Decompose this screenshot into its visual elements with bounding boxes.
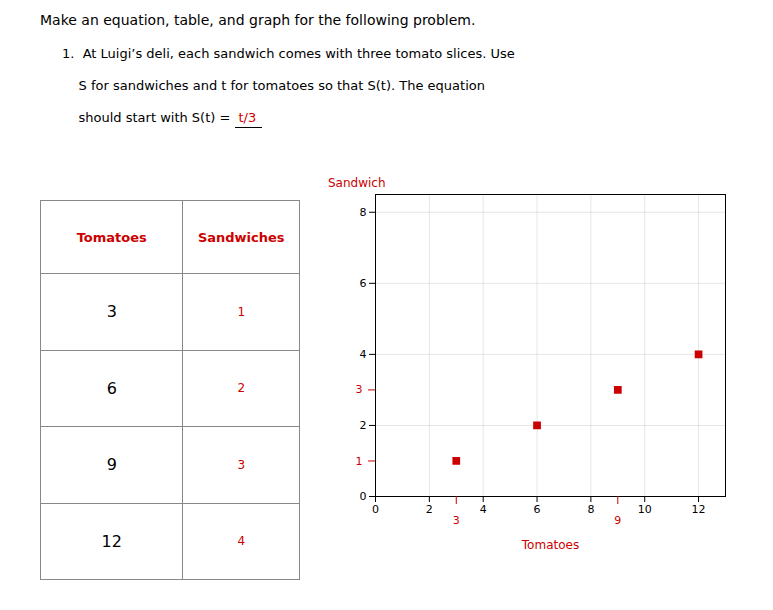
html-text:should start with S(t) = t/3: should start with S(t) = t/3: [62, 110, 257, 125]
svg-text:6: 6: [360, 277, 367, 290]
svg-text:4: 4: [360, 348, 367, 361]
svg-text:3: 3: [356, 383, 363, 396]
svg-text:0: 0: [360, 490, 367, 503]
html-text:12: 12: [101, 531, 122, 551]
svg-text:Tomatoes: Tomatoes: [521, 538, 579, 552]
svg-text:6: 6: [534, 503, 541, 516]
svg-text:2: 2: [360, 419, 367, 432]
html-text:S for sandwiches and t for tom: S for sandwiches and t for tomatoes so t…: [62, 78, 485, 93]
svg-text:8: 8: [587, 503, 594, 516]
html-text:Sandwiches: Sandwiches: [197, 229, 285, 245]
html-text:9: 9: [106, 455, 117, 475]
svg-text:1: 1: [356, 454, 363, 467]
html-text:6: 6: [106, 378, 117, 398]
html-text:2: 2: [237, 381, 245, 396]
svg-text:4: 4: [480, 503, 487, 516]
svg-text:2: 2: [426, 503, 433, 516]
svg-text:0: 0: [372, 503, 379, 516]
html-text:Make an equation, table, and g: Make an equation, table, and graph for t…: [40, 12, 476, 28]
svg-text:8: 8: [360, 206, 367, 219]
svg-text:Sandwich: Sandwich: [328, 176, 386, 190]
svg-text:12: 12: [692, 503, 706, 516]
html-text:1: 1: [237, 304, 245, 319]
svg-text:10: 10: [638, 503, 652, 516]
html-text:1. At Luigi’s deli, each sandw: 1. At Luigi’s deli, each sandwich comes …: [62, 46, 515, 61]
html-text:4: 4: [237, 534, 245, 549]
html-text:3: 3: [237, 457, 245, 472]
html-text:Tomatoes: Tomatoes: [76, 229, 147, 245]
svg-text:3: 3: [453, 514, 460, 527]
svg-text:9: 9: [614, 514, 621, 527]
html-text:3: 3: [106, 302, 117, 322]
